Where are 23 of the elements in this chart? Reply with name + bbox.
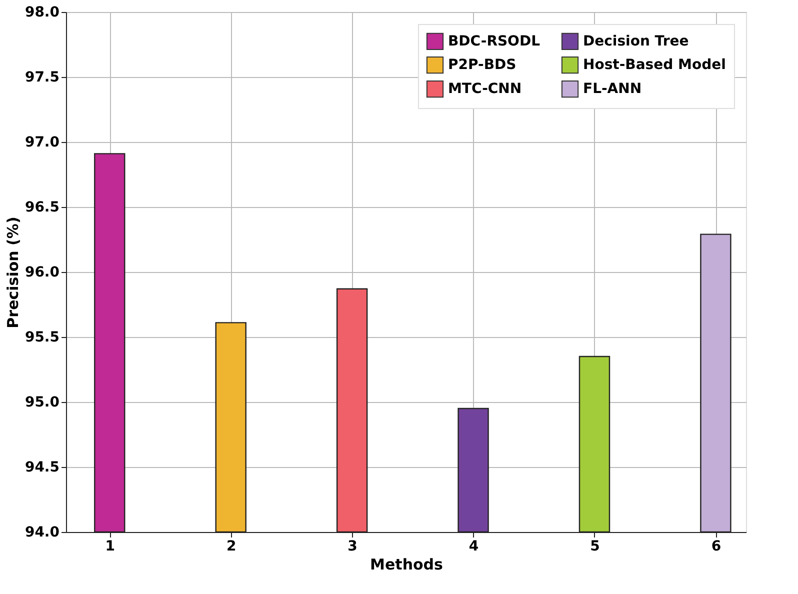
x-tick-label: 3 (348, 538, 358, 554)
x-tick-label: 4 (468, 538, 479, 554)
legend-label: P2P-BDS (448, 57, 516, 73)
x-tick-label: 6 (711, 538, 722, 554)
legend-label: FL-ANN (583, 81, 642, 97)
y-tick-label: 96.0 (24, 264, 60, 280)
x-tick-label: 1 (105, 538, 116, 554)
y-tick-label: 97.5 (24, 70, 60, 86)
legend-label: BDC-RSODL (448, 33, 540, 50)
x-tick-label: 5 (590, 538, 600, 554)
y-tick-label: 95.0 (24, 394, 60, 410)
y-axis-title: Precision (%) (4, 216, 22, 328)
y-tick-label: 94.0 (24, 524, 60, 540)
y-tick-label: 96.5 (24, 200, 60, 216)
y-tick-label: 97.0 (24, 134, 60, 150)
x-axis-title: Methods (370, 556, 444, 574)
x-tick-label: 2 (226, 538, 236, 554)
legend-label: Host-Based Model (583, 57, 726, 73)
y-tick-label: 94.5 (24, 460, 60, 476)
y-tick-label: 95.5 (24, 330, 60, 346)
legend-label: Decision Tree (583, 33, 689, 50)
y-tick-label: 98.0 (24, 4, 60, 20)
legend-label: MTC-CNN (448, 81, 522, 97)
